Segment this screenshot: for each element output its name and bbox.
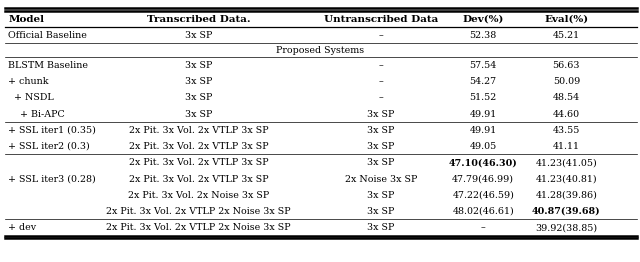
Text: 47.10(46.30): 47.10(46.30) [449,158,518,167]
Text: 57.54: 57.54 [470,61,497,70]
Text: 49.05: 49.05 [470,142,497,151]
Text: 44.60: 44.60 [553,110,580,118]
Text: 50.09: 50.09 [553,77,580,86]
Text: 3x SP: 3x SP [367,158,394,167]
Text: 2x Noise 3x SP: 2x Noise 3x SP [344,174,417,183]
Text: + dev: + dev [8,223,36,232]
Text: 49.91: 49.91 [470,110,497,118]
Text: 2x Pit. 3x Vol. 2x VTLP 3x SP: 2x Pit. 3x Vol. 2x VTLP 3x SP [129,158,268,167]
Text: Proposed Systems: Proposed Systems [276,46,364,55]
Text: + NSDL: + NSDL [8,93,54,102]
Text: 41.11: 41.11 [553,142,580,151]
Text: 56.63: 56.63 [553,61,580,70]
Text: –: – [378,61,383,70]
Text: 41.28(39.86): 41.28(39.86) [536,191,597,200]
Text: 52.38: 52.38 [470,31,497,40]
Text: 47.22(46.59): 47.22(46.59) [452,191,514,200]
Text: + Bi-APC: + Bi-APC [8,110,65,118]
Text: 2x Pit. 3x Vol. 2x VTLP 2x Noise 3x SP: 2x Pit. 3x Vol. 2x VTLP 2x Noise 3x SP [106,223,291,232]
Text: –: – [378,77,383,86]
Text: 2x Pit. 3x Vol. 2x VTLP 3x SP: 2x Pit. 3x Vol. 2x VTLP 3x SP [129,126,268,135]
Text: 3x SP: 3x SP [185,31,212,40]
Text: –: – [378,93,383,102]
Text: 2x Pit. 3x Vol. 2x Noise 3x SP: 2x Pit. 3x Vol. 2x Noise 3x SP [128,191,269,200]
Text: 3x SP: 3x SP [367,191,394,200]
Text: Transcribed Data.: Transcribed Data. [147,15,250,24]
Text: 2x Pit. 3x Vol. 2x VTLP 3x SP: 2x Pit. 3x Vol. 2x VTLP 3x SP [129,142,268,151]
Text: 39.92(38.85): 39.92(38.85) [535,223,598,232]
Text: + chunk: + chunk [8,77,49,86]
Text: 47.79(46.99): 47.79(46.99) [452,174,514,183]
Text: 48.54: 48.54 [553,93,580,102]
Text: 3x SP: 3x SP [367,142,394,151]
Text: 3x SP: 3x SP [185,110,212,118]
Text: Model: Model [8,15,44,24]
Text: Untranscribed Data: Untranscribed Data [324,15,438,24]
Text: –: – [481,223,486,232]
Text: 41.23(40.81): 41.23(40.81) [536,174,597,183]
Text: 3x SP: 3x SP [367,126,394,135]
Text: 45.21: 45.21 [553,31,580,40]
Text: + SSL iter2 (0.3): + SSL iter2 (0.3) [8,142,90,151]
Text: Official Baseline: Official Baseline [8,31,87,40]
Text: + SSL iter3 (0.28): + SSL iter3 (0.28) [8,174,96,183]
Text: Dev(%): Dev(%) [463,15,504,24]
Text: 3x SP: 3x SP [367,110,394,118]
Text: 3x SP: 3x SP [185,61,212,70]
Text: 3x SP: 3x SP [367,223,394,232]
Text: 51.52: 51.52 [470,93,497,102]
Text: 48.02(46.61): 48.02(46.61) [452,207,514,216]
Text: BLSTM Baseline: BLSTM Baseline [8,61,88,70]
Text: 41.23(41.05): 41.23(41.05) [536,158,597,167]
Text: + SSL iter1 (0.35): + SSL iter1 (0.35) [8,126,96,135]
Text: Eval(%): Eval(%) [545,15,588,24]
Text: 40.87(39.68): 40.87(39.68) [532,207,601,216]
Text: 54.27: 54.27 [470,77,497,86]
Text: 3x SP: 3x SP [185,77,212,86]
Text: 2x Pit. 3x Vol. 2x VTLP 3x SP: 2x Pit. 3x Vol. 2x VTLP 3x SP [129,174,268,183]
Text: 49.91: 49.91 [470,126,497,135]
Text: –: – [378,31,383,40]
Text: 43.55: 43.55 [553,126,580,135]
Text: 3x SP: 3x SP [185,93,212,102]
Text: 3x SP: 3x SP [367,207,394,216]
Text: 2x Pit. 3x Vol. 2x VTLP 2x Noise 3x SP: 2x Pit. 3x Vol. 2x VTLP 2x Noise 3x SP [106,207,291,216]
